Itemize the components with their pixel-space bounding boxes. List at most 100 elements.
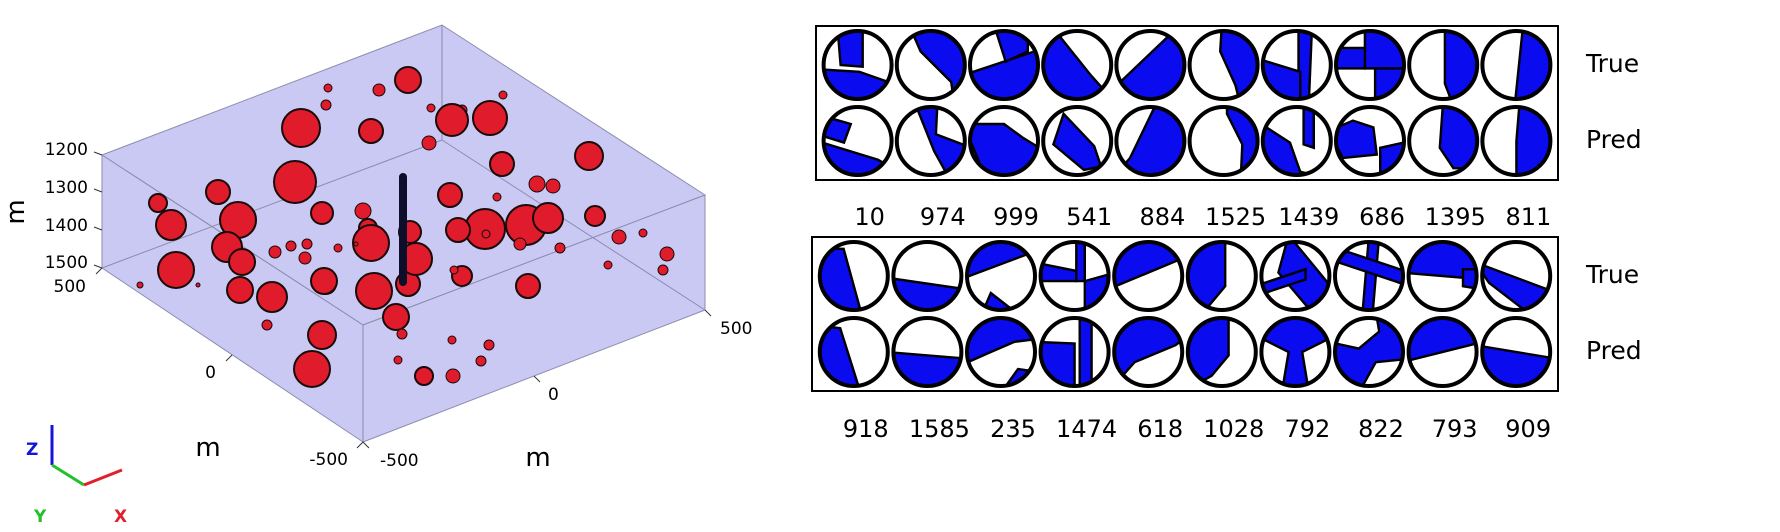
y-axis <box>95 267 364 449</box>
z-axis-label: m <box>1 199 31 224</box>
event-sphere <box>584 205 606 227</box>
event-sphere <box>301 238 313 250</box>
beachball-outline <box>1185 240 1258 312</box>
event-sphere <box>358 118 384 144</box>
beachball-outline <box>1114 105 1187 177</box>
event-sphere <box>481 229 491 239</box>
beachball <box>1333 240 1405 312</box>
event-id-label: 918 <box>843 415 889 443</box>
beachball-outline <box>1041 105 1114 177</box>
beachball-compressional-quadrant <box>1078 318 1093 386</box>
beachball <box>1185 316 1258 388</box>
beachball-compressional-quadrant <box>1040 260 1078 283</box>
beachball-outline <box>1333 316 1405 388</box>
beachball-outline <box>1480 316 1553 388</box>
beachball <box>1333 316 1405 388</box>
event-sphere <box>195 282 201 288</box>
beachball-outline <box>894 105 967 177</box>
beachball-panel-1: True Pred 10 974 999 541 884 1525 1439 686 1395 811 <box>815 25 1642 231</box>
beachball-outline <box>1480 240 1553 312</box>
beachball-outline <box>1406 240 1479 312</box>
event-id-label: 974 <box>920 203 966 231</box>
event-sphere <box>638 228 648 238</box>
event-sphere <box>307 320 337 350</box>
triad-x-axis <box>83 468 123 487</box>
event-sphere <box>293 350 331 388</box>
beachball-outline <box>965 316 1037 388</box>
event-id-label: 618 <box>1137 415 1183 443</box>
event-location-3d-plot: 1200 1300 1400 1500 m 500 0 -500 m -500 … <box>1 24 752 527</box>
beachball-outline <box>1260 105 1333 177</box>
y-tick-label: -500 <box>309 450 348 470</box>
event-sphere <box>393 355 403 365</box>
row-label-pred: Pred <box>1586 336 1642 365</box>
beachball-outline <box>1259 316 1332 388</box>
beachball <box>1114 105 1187 177</box>
event-id-label: 1395 <box>1425 203 1486 231</box>
beachball-outline <box>1187 29 1260 101</box>
beachball-outline <box>1185 316 1258 388</box>
beachball-outline <box>968 105 1040 177</box>
beachball <box>894 29 967 101</box>
beachball-outline <box>1480 29 1553 101</box>
focal-mechanism-comparison: True Pred 10 974 999 541 884 1525 1439 686 1395 811… <box>811 25 1642 443</box>
row-label-pred: Pred <box>1586 125 1642 154</box>
event-id-label: 793 <box>1432 415 1478 443</box>
event-sphere <box>545 178 561 194</box>
event-sphere <box>333 243 343 253</box>
beachball-compressional-quadrant <box>1052 111 1103 172</box>
event-sphere <box>445 217 471 243</box>
y-tick-label: 500 <box>54 277 86 297</box>
beachball-outline <box>1334 105 1406 177</box>
event-sphere <box>421 135 437 151</box>
beachball-outline <box>1112 240 1185 312</box>
event-sphere <box>273 160 317 204</box>
beachball-compressional-quadrant <box>1335 243 1403 288</box>
event-sphere <box>355 272 393 310</box>
beachball-compressional-quadrant <box>1461 268 1477 292</box>
event-sphere <box>472 100 508 136</box>
event-sphere <box>310 267 338 295</box>
event-sphere <box>659 246 675 262</box>
beachball <box>1114 29 1187 101</box>
x-tick-label: -500 <box>380 451 419 471</box>
event-id-label: 822 <box>1358 415 1404 443</box>
beachball <box>1407 105 1480 177</box>
event-sphere <box>148 193 168 213</box>
event-sphere <box>435 103 469 137</box>
beachball <box>1480 316 1553 388</box>
beachball <box>968 105 1040 177</box>
triad-x-label: X <box>114 507 127 527</box>
row-label-true: True <box>1585 260 1639 289</box>
beachball-compressional-quadrant <box>1360 242 1381 310</box>
beachball-panel-2: True Pred 918 1585 235 1474 618 1028 792 822 793 90… <box>811 236 1642 443</box>
beachball-outline <box>1038 316 1111 388</box>
beachball-outline <box>1112 316 1185 388</box>
event-sphere <box>489 151 515 177</box>
event-sphere <box>298 251 312 265</box>
beachball <box>1259 316 1332 388</box>
beachball-outline <box>1406 316 1479 388</box>
beachball-outline <box>968 29 1040 101</box>
event-sphere <box>475 355 487 367</box>
event-sphere <box>157 251 195 289</box>
beachball-outline <box>965 240 1037 312</box>
y-axis-label: m <box>195 433 220 463</box>
event-sphere <box>426 103 436 113</box>
x-axis-label: m <box>525 443 550 473</box>
x-tick-label: 500 <box>720 319 752 339</box>
event-sphere <box>464 208 506 250</box>
event-sphere <box>603 260 613 270</box>
event-sphere <box>353 241 359 247</box>
beachball <box>1112 240 1185 312</box>
event-sphere <box>492 192 502 202</box>
beachball <box>1038 316 1111 388</box>
event-sphere <box>205 179 231 205</box>
event-id-label: 1525 <box>1205 203 1266 231</box>
event-id-label: 686 <box>1359 203 1405 231</box>
event-sphere <box>226 276 254 304</box>
beachball <box>1406 316 1479 388</box>
event-sphere <box>414 366 434 386</box>
beachball <box>1259 240 1332 312</box>
beachball-outline <box>1038 240 1111 312</box>
